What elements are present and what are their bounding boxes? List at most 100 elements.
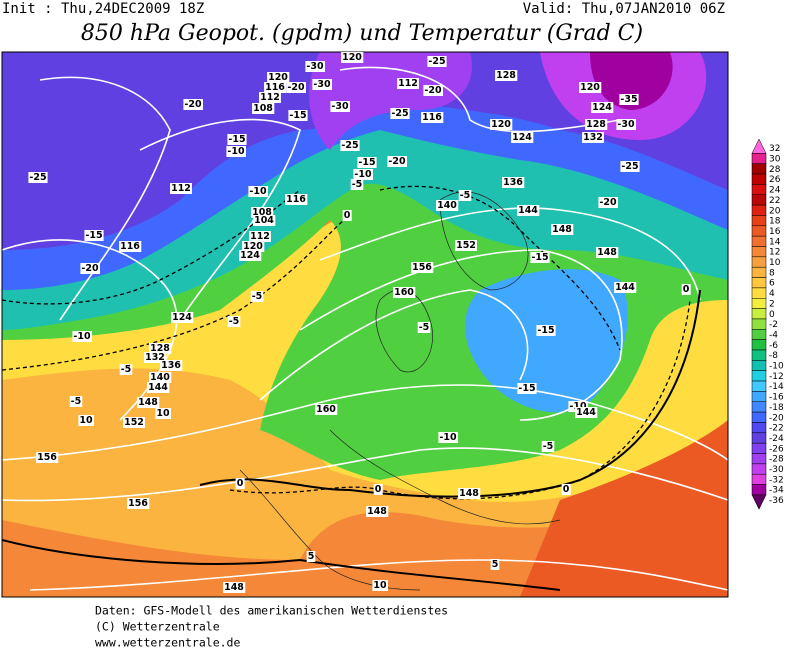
- label-background: [144, 352, 166, 363]
- contour-label: -5: [71, 396, 82, 407]
- contour-label: -10: [227, 146, 245, 157]
- contour-label: -5: [352, 179, 363, 190]
- contour-label: 152: [456, 240, 476, 251]
- contour-label: 5: [308, 551, 315, 562]
- contour-label: 0: [375, 484, 382, 495]
- contour-label: -30: [313, 79, 331, 90]
- label-background: [312, 79, 332, 90]
- footer-line: Daten: GFS-Modell des amerikanischen Wet…: [95, 604, 448, 618]
- colorbar-label: 18: [769, 217, 781, 227]
- colorbar-label: 30: [769, 155, 781, 165]
- contour-label: -15: [537, 325, 554, 336]
- label-background: [267, 72, 290, 83]
- label-background: [170, 183, 192, 194]
- colorbar-swatch: [751, 184, 767, 195]
- contour-label: -30: [331, 101, 349, 112]
- map-title: 850 hPa Geopot. (gpdm) und Temperatur (G…: [81, 21, 643, 46]
- colorbar-swatch: [751, 194, 767, 206]
- label-background: [568, 401, 588, 412]
- label-background: [619, 94, 639, 105]
- label-background: [614, 282, 637, 293]
- contour-label: 140: [437, 200, 457, 211]
- init-time: Init : Thu,24DEC2009 18Z: [2, 1, 204, 17]
- label-background: [36, 452, 59, 463]
- contour-label: 128: [586, 119, 606, 130]
- label-background: [147, 382, 170, 393]
- contour-label: 124: [512, 132, 532, 143]
- label-background: [341, 52, 364, 63]
- contour-label: 0: [237, 478, 244, 489]
- label-background: [226, 146, 246, 157]
- label-background: [249, 231, 271, 242]
- colorbar-swatch: [751, 287, 767, 299]
- label-background: [517, 383, 537, 394]
- colorbar-swatch: [751, 432, 767, 444]
- label-background: [119, 364, 133, 375]
- colorbar-swatch: [751, 204, 767, 216]
- contour-label: -20: [81, 263, 99, 274]
- colorbar-swatch: [751, 401, 767, 413]
- label-background: [28, 172, 48, 183]
- contour-label: -25: [621, 161, 638, 172]
- label-background: [285, 194, 308, 205]
- contour-label: 104: [254, 215, 274, 226]
- label-background: [227, 134, 247, 145]
- colorbar-swatch: [751, 442, 767, 454]
- colorbar-label: 14: [769, 237, 781, 247]
- colorbar-swatch: [751, 246, 767, 258]
- contour-label: 140: [150, 372, 170, 383]
- contour-label: -25: [391, 108, 408, 119]
- label-background: [421, 112, 444, 123]
- purple-area: [309, 52, 472, 150]
- contour-label: 124: [172, 312, 192, 323]
- label-background: [84, 230, 104, 241]
- colorbar-swatch: [751, 318, 767, 330]
- contour-label: -5: [121, 364, 132, 375]
- label-background: [160, 360, 183, 371]
- contour-label: 116: [422, 112, 442, 123]
- contour-label: 108: [253, 103, 273, 114]
- label-background: [127, 498, 150, 509]
- map-field: [2, 52, 728, 597]
- colorbar-label: -8: [769, 351, 778, 361]
- label-background: [366, 506, 389, 517]
- colorbar-swatch: [751, 453, 767, 465]
- contour-label: 156: [412, 262, 432, 273]
- contour-label: -25: [341, 140, 358, 151]
- label-background: [458, 488, 481, 499]
- contour-label: -30: [306, 61, 324, 72]
- contour-label: 144: [576, 407, 596, 418]
- label-background: [541, 441, 555, 452]
- contour-label: 116: [120, 241, 140, 252]
- contour-label: -15: [518, 383, 535, 394]
- contour-label: -15: [531, 252, 548, 263]
- label-background: [502, 177, 525, 188]
- colorbar-swatch: [751, 380, 767, 392]
- label-background: [149, 372, 172, 383]
- colorbar-label: -4: [769, 330, 778, 340]
- contour-label: -25: [29, 172, 46, 183]
- label-background: [80, 263, 100, 274]
- colorbar-label: 0: [769, 310, 775, 320]
- contour-label: 128: [496, 70, 516, 81]
- colorbar-label: -34: [769, 486, 784, 496]
- label-background: [616, 119, 636, 130]
- label-background: [536, 325, 556, 336]
- contour-label: 108: [252, 207, 272, 218]
- contour-label: -30: [617, 119, 635, 130]
- colorbar-swatch: [751, 153, 767, 164]
- contour-label: -25: [428, 56, 445, 67]
- label-background: [353, 169, 373, 180]
- contour-label: -20: [287, 82, 305, 93]
- contour-label: -5: [460, 190, 471, 201]
- contour-label: 152: [124, 417, 144, 428]
- contour-label: 136: [503, 177, 523, 188]
- label-background: [495, 70, 518, 81]
- colorbar-swatch: [751, 473, 767, 485]
- colorbar-label: -12: [769, 372, 784, 382]
- label-background: [417, 322, 431, 333]
- label-background: [123, 417, 145, 428]
- contour-label: -15: [358, 157, 375, 168]
- label-background: [397, 78, 419, 89]
